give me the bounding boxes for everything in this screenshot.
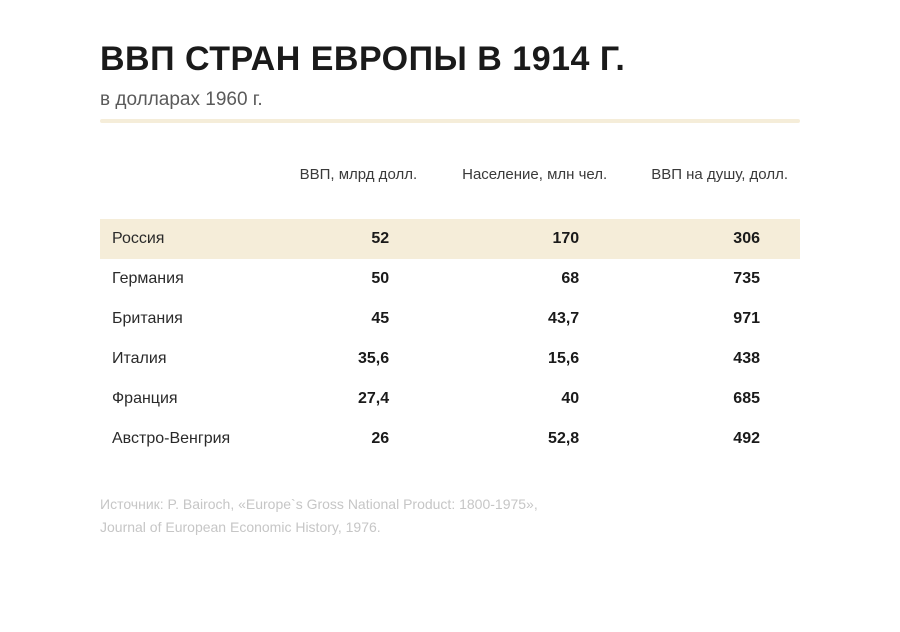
cell-country: Германия xyxy=(100,259,270,299)
cell-country: Британия xyxy=(100,299,270,339)
cell-pop: 170 xyxy=(429,219,619,259)
col-country xyxy=(100,159,270,191)
cell-pop: 43,7 xyxy=(429,299,619,339)
table-row: Россия52170306 xyxy=(100,219,800,259)
table-row: Франция27,440685 xyxy=(100,379,800,419)
cell-gdp: 45 xyxy=(270,299,429,339)
cell-gdp: 50 xyxy=(270,259,429,299)
cell-gdp: 35,6 xyxy=(270,339,429,379)
cell-country: Россия xyxy=(100,219,270,259)
divider xyxy=(100,119,800,123)
cell-country: Италия xyxy=(100,339,270,379)
cell-percap: 492 xyxy=(619,419,800,459)
cell-percap: 306 xyxy=(619,219,800,259)
cell-pop: 15,6 xyxy=(429,339,619,379)
cell-gdp: 27,4 xyxy=(270,379,429,419)
cell-gdp: 52 xyxy=(270,219,429,259)
page-subtitle: в долларах 1960 г. xyxy=(100,89,800,111)
col-gdp: ВВП, млрд долл. xyxy=(270,159,429,191)
cell-gdp: 26 xyxy=(270,419,429,459)
table-row: Британия4543,7971 xyxy=(100,299,800,339)
cell-pop: 52,8 xyxy=(429,419,619,459)
gdp-table: ВВП, млрд долл. Население, млн чел. ВВП … xyxy=(100,159,800,459)
cell-country: Австро-Венгрия xyxy=(100,419,270,459)
cell-country: Франция xyxy=(100,379,270,419)
cell-percap: 735 xyxy=(619,259,800,299)
cell-pop: 68 xyxy=(429,259,619,299)
table-row: Италия35,615,6438 xyxy=(100,339,800,379)
source-line-1: Источник: P. Bairoch, «Europe`s Gross Na… xyxy=(100,493,800,515)
page-title: ВВП СТРАН ЕВРОПЫ В 1914 Г. xyxy=(100,40,800,79)
source-note: Источник: P. Bairoch, «Europe`s Gross Na… xyxy=(100,493,800,538)
cell-percap: 971 xyxy=(619,299,800,339)
table-row: Австро-Венгрия2652,8492 xyxy=(100,419,800,459)
cell-percap: 685 xyxy=(619,379,800,419)
cell-percap: 438 xyxy=(619,339,800,379)
table-row: Германия5068735 xyxy=(100,259,800,299)
source-line-2: Journal of European Economic History, 19… xyxy=(100,516,800,538)
cell-pop: 40 xyxy=(429,379,619,419)
table-header-row: ВВП, млрд долл. Население, млн чел. ВВП … xyxy=(100,159,800,191)
col-pop: Население, млн чел. xyxy=(429,159,619,191)
col-percap: ВВП на душу, долл. xyxy=(619,159,800,191)
